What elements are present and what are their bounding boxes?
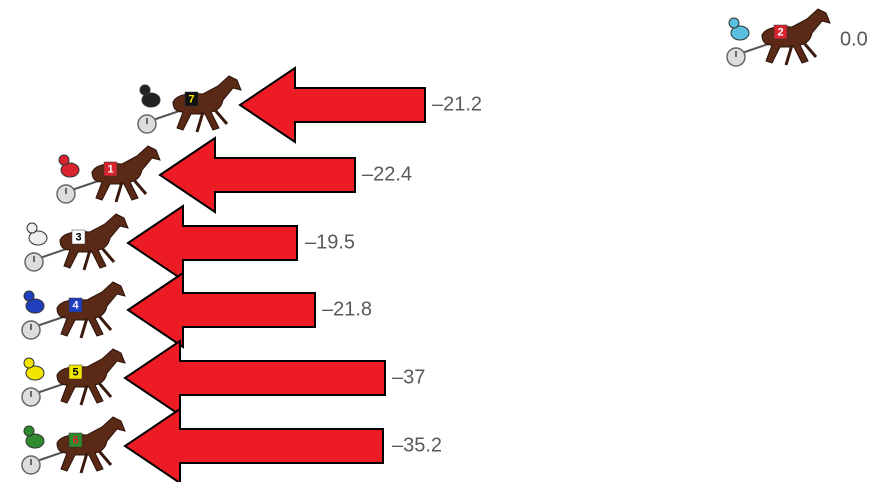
horse-body (56, 281, 126, 337)
horse-body (56, 348, 126, 404)
horse-icon: 2 (726, 8, 831, 67)
driver (60, 162, 80, 178)
badge-number: 1 (107, 163, 113, 175)
horse-leg (195, 109, 229, 133)
driver (28, 230, 48, 246)
change-label: –22.4 (362, 163, 412, 185)
change-label: –37 (392, 366, 425, 388)
badge-number: 7 (188, 93, 194, 105)
horse-body (761, 8, 831, 64)
change-label: –21.2 (432, 93, 482, 115)
badge (68, 364, 83, 380)
driver (25, 365, 45, 381)
horse-leg (784, 42, 818, 66)
driver-head (23, 290, 35, 302)
horse-icon: 3 (24, 213, 129, 272)
badge (773, 24, 788, 40)
badge (68, 432, 83, 448)
horse-body (91, 145, 161, 201)
badge (68, 297, 83, 313)
driver (25, 433, 45, 449)
badge-number: 5 (72, 366, 78, 378)
horse-leg (79, 382, 113, 406)
arrow (123, 407, 384, 482)
arrow (238, 66, 426, 144)
change-label: 0.0 (840, 28, 868, 50)
driver (25, 298, 45, 314)
badge-number: 3 (75, 231, 81, 243)
horse-leg (79, 450, 113, 474)
horse-icon: 7 (137, 75, 242, 134)
driver (141, 92, 161, 108)
driver-head (23, 425, 35, 437)
driver-head (26, 222, 38, 234)
badge (184, 91, 199, 107)
badge-number: 2 (777, 26, 783, 38)
driver (730, 25, 750, 41)
arrow (123, 339, 386, 417)
change-label: –35.2 (392, 434, 442, 456)
horse-leg (79, 315, 113, 339)
driver-head (23, 357, 35, 369)
badge (71, 229, 86, 245)
arrow (158, 136, 356, 214)
horse-icon: 4 (21, 281, 126, 340)
horse-leg (82, 247, 116, 271)
horse-body (59, 213, 129, 269)
driver-head (58, 154, 70, 166)
driver-head (139, 84, 151, 96)
badge-number: 6 (72, 434, 78, 446)
badge-number: 4 (72, 299, 79, 311)
change-label: –19.5 (305, 231, 355, 253)
horse-body (56, 416, 126, 472)
horse-icon: 6 (21, 416, 126, 475)
horse-icon: 1 (56, 145, 161, 204)
driver-head (728, 17, 740, 29)
arrow (126, 271, 316, 349)
horse-leg (114, 179, 148, 203)
badge (103, 161, 118, 177)
horse-body (172, 75, 242, 131)
horse-icon: 5 (21, 348, 126, 407)
change-label: –21.8 (322, 298, 372, 320)
arrow (126, 204, 298, 282)
